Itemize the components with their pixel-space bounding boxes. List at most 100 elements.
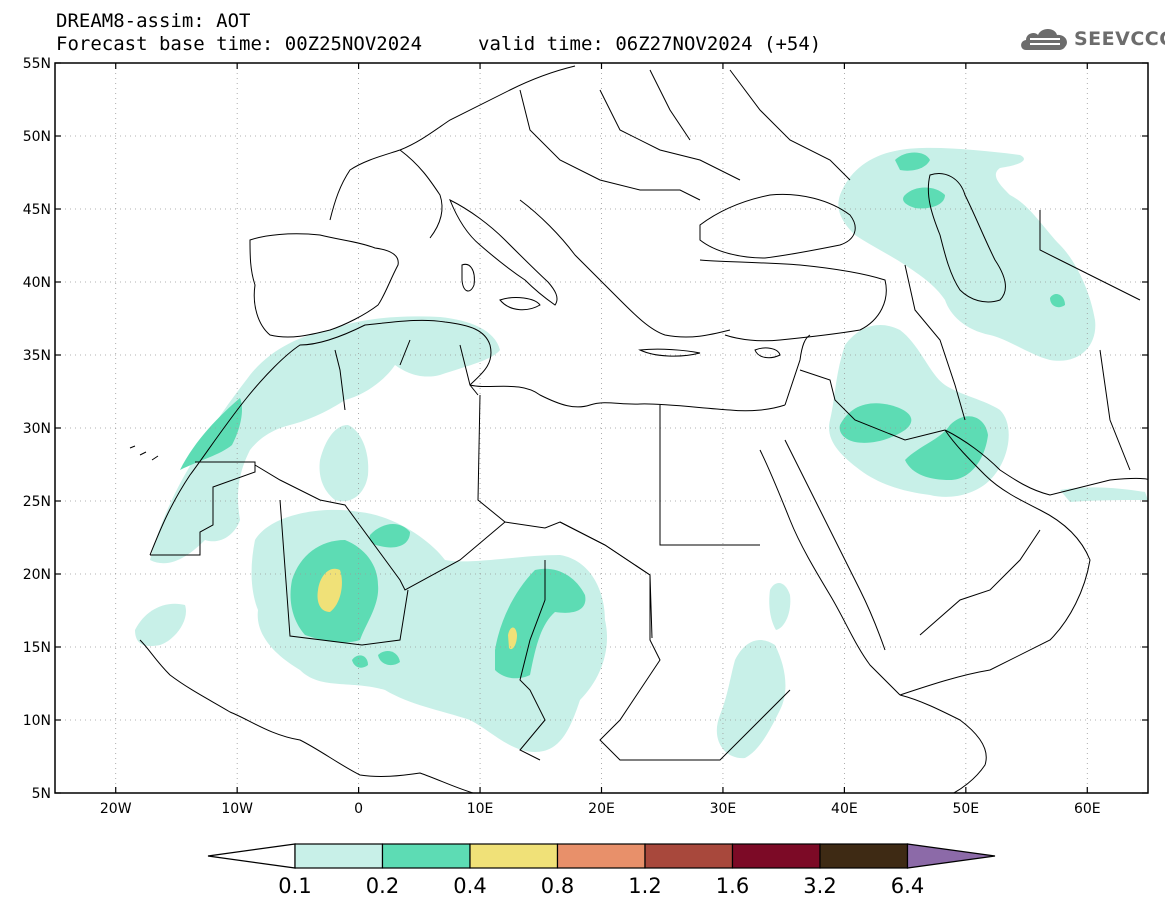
aot-field-niger-high	[317, 568, 342, 612]
aot-field-arabia-strip	[1060, 487, 1148, 502]
aot-field-iraq-medium	[839, 403, 912, 443]
aot-field-east-africa-light	[716, 640, 786, 759]
coastline-caspian	[927, 173, 1006, 303]
border-algeria-tunisia	[334, 339, 479, 411]
colorbar-under-arrow	[207, 843, 296, 869]
coastline-iberia	[249, 233, 399, 338]
aot-field-iran-medium	[1050, 294, 1065, 308]
aot-field-chad-high	[508, 627, 517, 650]
lat-label: 55N	[23, 56, 51, 72]
graticule	[55, 63, 1148, 793]
aot-field-caspian-light	[838, 147, 1096, 361]
colorbar-label: 6.4	[891, 874, 924, 898]
lon-label: 10E	[467, 801, 494, 817]
coastline-europe	[329, 65, 576, 221]
lon-label: 40E	[831, 801, 858, 817]
coastline-horn-of-africa	[899, 694, 987, 793]
coastline-red-sea-east	[784, 439, 886, 651]
aot-field-benin-medium	[378, 650, 400, 666]
border-mali	[279, 499, 409, 646]
colorbar-label: 0.2	[366, 874, 399, 898]
colorbar-label: 0.4	[453, 874, 486, 898]
colorbar-segment	[644, 843, 734, 869]
colorbar-label: 1.6	[716, 874, 749, 898]
seevccc-logo: SEEVCCC	[1018, 22, 1165, 58]
lon-label: 20W	[100, 801, 132, 817]
coastline-black-sea	[699, 193, 856, 259]
border-iran	[904, 210, 1141, 471]
colorbar-over-arrow	[906, 843, 996, 869]
longitude-axis: 20W 10W 0 10E 20E 30E 40E 50E 60E	[100, 63, 1101, 817]
cloud-logo-icon	[1021, 29, 1068, 50]
colorbar-segment	[294, 843, 384, 869]
coastline-west-africa	[149, 319, 786, 556]
colorbar-segment	[819, 843, 909, 869]
border-libya-egypt	[477, 394, 760, 546]
islands	[129, 263, 781, 461]
colorbar-label: 1.2	[628, 874, 661, 898]
colorbar-segment	[556, 843, 646, 869]
lon-label: 60E	[1074, 801, 1101, 817]
aot-field-caspian-medium	[903, 187, 945, 209]
border-europe-east	[519, 69, 851, 201]
aot-field-senegal-light	[135, 603, 186, 647]
time-info-line: Forecast base time: 00Z25NOV2024 valid ti…	[56, 33, 821, 55]
colorbar-segment	[469, 843, 559, 869]
aot-field-niger-south-medium	[352, 655, 368, 668]
lon-label: 20E	[588, 801, 615, 817]
coastline-gulf-of-guinea	[139, 639, 475, 793]
colorbar-label: 0.8	[541, 874, 574, 898]
lat-label: 5N	[32, 786, 51, 802]
lat-label: 25N	[23, 494, 51, 510]
logo-text: SEEVCCC	[1074, 28, 1165, 50]
coastline-red-sea-west	[759, 449, 901, 696]
latitude-axis: 5N 10N 15N 20N 25N 30N 35N 40N 45N 50N 55N	[23, 56, 1148, 802]
aot-field-gulf-medium	[905, 416, 988, 480]
aot-field-chad-medium	[495, 568, 586, 679]
aot-field-algeria-light	[319, 425, 369, 502]
coastline-turkey	[699, 259, 887, 342]
colorbar: 0.1 0.2 0.4 0.8 1.2 1.6 3.2 6.4	[207, 843, 996, 898]
lat-label: 45N	[23, 202, 51, 218]
lon-label: 10W	[221, 801, 253, 817]
coastline-balkans	[519, 199, 731, 338]
border-france	[399, 149, 443, 239]
island-crete	[638, 348, 701, 357]
aot-field-algeria-medium	[369, 524, 410, 548]
colorbar-label: 0.1	[278, 874, 311, 898]
country-borders	[139, 65, 1148, 793]
lat-label: 35N	[23, 348, 51, 364]
border-saudi-iraq	[799, 369, 946, 441]
colorbar-segment	[731, 843, 821, 869]
coastline-italy	[449, 198, 558, 306]
lat-label: 50N	[23, 129, 51, 145]
lat-label: 20N	[23, 567, 51, 583]
aot-field-morocco-medium	[180, 398, 243, 470]
coastline-arabia	[899, 429, 1091, 696]
lon-label: 50E	[952, 801, 979, 817]
base-time: Forecast base time: 00Z25NOV2024	[56, 33, 423, 55]
lat-label: 40N	[23, 275, 51, 291]
colorbar-label: 3.2	[803, 874, 836, 898]
colorbar-segment	[381, 843, 471, 869]
island-cyprus	[754, 347, 781, 359]
border-saudi-yemen	[919, 529, 1041, 636]
map-title: DREAM8-assim: AOT	[56, 10, 251, 32]
border-western-sahara	[150, 461, 256, 556]
border-sudan-south	[599, 575, 791, 761]
aot-field-red-sea-light	[769, 583, 791, 630]
lat-label: 30N	[23, 421, 51, 437]
border-chad-sudan	[519, 521, 651, 761]
lat-label: 15N	[23, 640, 51, 656]
valid-time: valid time: 06Z27NOV2024 (+54)	[478, 33, 822, 55]
lat-label: 10N	[23, 713, 51, 729]
coastline-persian-gulf	[944, 429, 1148, 496]
island-sicily	[499, 297, 541, 311]
aot-field-west-sahara-light	[150, 316, 500, 564]
island-sardinia	[461, 263, 475, 292]
coastline-levant	[784, 334, 811, 406]
lon-label: 30E	[710, 801, 737, 817]
aot-contour-fields	[135, 147, 1148, 759]
lon-label: 0	[354, 801, 363, 817]
